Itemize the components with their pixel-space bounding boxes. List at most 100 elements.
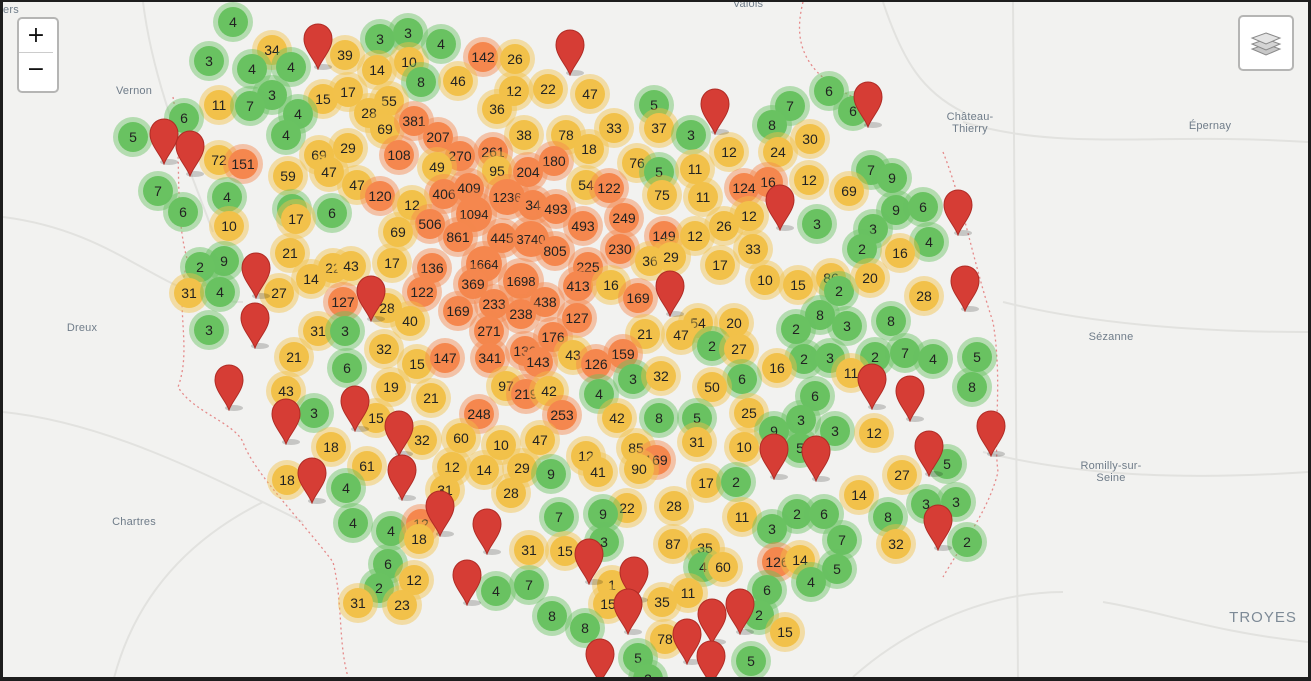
location-pin-icon[interactable] [295,456,329,504]
marker-cluster[interactable]: 7 [539,497,579,537]
marker-cluster[interactable]: 60 [703,547,743,587]
marker-cluster[interactable]: 4 [213,2,253,42]
marker-cluster[interactable]: 17 [372,243,412,283]
marker-cluster[interactable]: 3 [189,41,229,81]
marker-cluster[interactable]: 4 [791,562,831,602]
location-pin-icon[interactable] [470,507,504,555]
marker-cluster[interactable]: 9 [583,494,623,534]
marker-cluster[interactable]: 31 [338,583,378,623]
location-pin-icon[interactable] [238,301,272,349]
marker-cluster[interactable]: 31 [509,530,549,570]
marker-cluster[interactable]: 29 [502,448,542,488]
marker-cluster[interactable]: 493 [563,206,603,246]
marker-cluster[interactable]: 31 [677,422,717,462]
marker-cluster[interactable]: 28 [654,486,694,526]
location-pin-icon[interactable] [354,274,388,322]
marker-cluster[interactable]: 3 [294,393,334,433]
marker-cluster[interactable]: 60 [441,418,481,458]
marker-cluster[interactable]: 17 [276,199,316,239]
marker-cluster[interactable]: 4 [271,47,311,87]
marker-cluster[interactable]: 12 [709,132,749,172]
location-pin-icon[interactable] [382,409,416,457]
marker-cluster[interactable]: 3 [752,509,792,549]
marker-cluster[interactable]: 14 [464,450,504,490]
marker-cluster[interactable]: 20 [850,258,890,298]
location-pin-icon[interactable] [974,409,1008,457]
zoom-out-button[interactable]: − [19,53,53,87]
marker-cluster[interactable]: 6 [368,544,408,584]
marker-cluster[interactable]: 90 [619,449,659,489]
marker-cluster[interactable]: 7 [230,86,270,126]
marker-cluster[interactable]: 127 [323,282,363,322]
marker-cluster[interactable]: 12 [729,196,769,236]
marker-cluster[interactable]: 17 [686,463,726,503]
marker-cluster[interactable]: 14 [839,475,879,515]
marker-cluster[interactable]: 69 [365,109,405,149]
marker-cluster[interactable]: 33 [733,229,773,269]
layers-button[interactable] [1238,15,1294,71]
marker-cluster[interactable]: 4 [909,222,949,262]
marker-cluster[interactable]: 238 [501,294,541,334]
marker-cluster[interactable]: 8 [532,596,572,636]
marker-cluster[interactable]: 8 [401,62,441,102]
marker-cluster[interactable]: 4 [371,511,411,551]
marker-cluster[interactable]: 2 [947,522,987,562]
marker-cluster[interactable]: 11 [722,497,762,537]
marker-cluster[interactable]: 413 [558,266,598,306]
marker-cluster[interactable]: 26 [495,39,535,79]
marker-cluster[interactable]: 41 [578,452,618,492]
marker-cluster[interactable]: 3 [325,311,365,351]
location-pin-icon[interactable] [855,362,889,410]
marker-cluster[interactable]: 169 [618,278,658,318]
marker-cluster[interactable]: 4 [266,115,306,155]
location-pin-icon[interactable] [723,587,757,635]
marker-cluster[interactable]: 10 [209,206,249,246]
marker-cluster[interactable]: 21 [411,378,451,418]
marker-cluster[interactable]: 11 [683,177,723,217]
marker-cluster[interactable]: 381 [394,101,434,141]
location-pin-icon[interactable] [269,397,303,445]
marker-cluster[interactable]: 76 [617,143,657,183]
marker-cluster[interactable]: 8 [639,398,679,438]
marker-cluster[interactable]: 29 [651,237,691,277]
location-pin-icon[interactable] [553,28,587,76]
location-pin-icon[interactable] [698,87,732,135]
marker-cluster[interactable]: 506 [410,204,450,244]
location-pin-icon[interactable] [851,80,885,128]
marker-cluster[interactable]: 147 [425,338,465,378]
marker-cluster[interactable]: 122 [589,168,629,208]
marker-cluster[interactable]: 6 [809,71,849,111]
marker-cluster[interactable]: 27 [882,455,922,495]
location-pin-icon[interactable] [147,117,181,165]
marker-cluster[interactable]: 4 [207,177,247,217]
marker-cluster[interactable]: 36 [477,89,517,129]
marker-cluster[interactable]: 122 [402,272,442,312]
marker-cluster[interactable]: 3 [628,659,668,677]
marker-cluster[interactable]: 69 [829,171,869,211]
marker-cluster[interactable]: 14 [357,50,397,90]
marker-cluster[interactable]: 142 [463,37,503,77]
marker-cluster[interactable]: 21 [274,337,314,377]
marker-cluster[interactable]: 16 [757,348,797,388]
marker-cluster[interactable]: 230 [600,229,640,269]
marker-cluster[interactable]: 5 [731,641,771,677]
marker-cluster[interactable]: 46 [438,61,478,101]
marker-cluster[interactable]: 445 [482,218,522,258]
marker-cluster[interactable]: 6 [903,187,943,227]
location-pin-icon[interactable] [301,22,335,70]
marker-cluster[interactable]: 3 [671,115,711,155]
marker-cluster[interactable]: 4 [200,272,240,312]
location-pin-icon[interactable] [611,587,645,635]
marker-cluster[interactable]: 3 [827,306,867,346]
marker-cluster[interactable]: 7 [509,565,549,605]
marker-cluster[interactable]: 8 [871,301,911,341]
marker-cluster[interactable]: 43 [331,246,371,286]
marker-cluster[interactable]: 47 [661,315,701,355]
marker-cluster[interactable]: 4 [326,468,366,508]
marker-cluster[interactable]: 4 [333,503,373,543]
marker-cluster[interactable]: 8 [565,608,605,648]
marker-cluster[interactable]: 169 [438,291,478,331]
marker-cluster[interactable]: 4 [476,571,516,611]
marker-cluster[interactable]: 3 [388,13,428,53]
marker-cluster[interactable]: 42 [529,371,569,411]
